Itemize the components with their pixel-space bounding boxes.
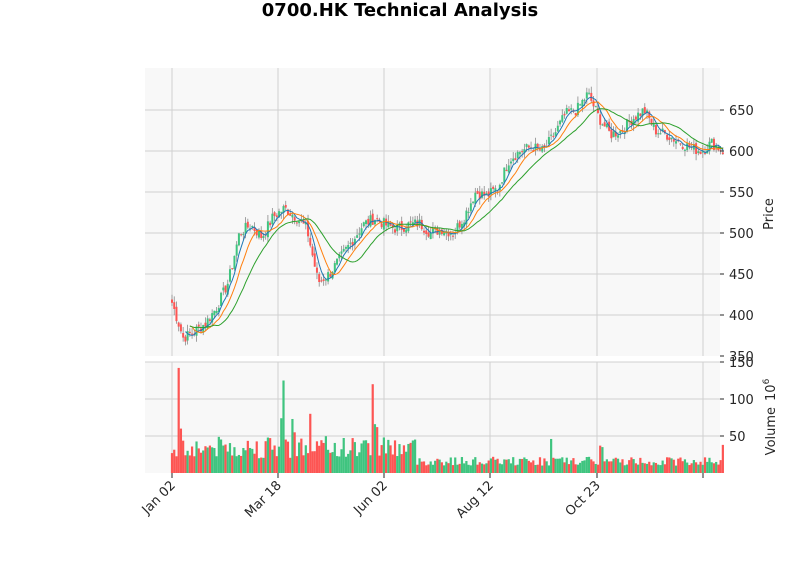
volume-tick: 50 [729, 430, 746, 445]
ma-medium-line [189, 101, 723, 334]
price-tick: 600 [729, 145, 754, 160]
x-tick: Jun 02 [351, 478, 391, 518]
x-tick: Oct 23 [563, 478, 604, 519]
price-tick: 500 [729, 227, 754, 242]
price-tick: 550 [729, 186, 754, 201]
x-tick: Mar 18 [242, 478, 285, 521]
price-axis-label: Price [762, 198, 777, 230]
volume-tick: 100 [729, 393, 754, 408]
volume-bars [170, 367, 724, 473]
volume-tick: 150 [729, 356, 754, 371]
price-tick: 450 [729, 268, 754, 283]
price-panel [145, 68, 720, 356]
volume-panel [145, 362, 720, 473]
chart-title: 0700.HK Technical Analysis [261, 0, 539, 21]
price-tick: 350 [729, 350, 754, 365]
price-tick: 650 [729, 104, 754, 119]
price-tick: 400 [729, 309, 754, 324]
volume-axis-label: Volume106 [762, 378, 779, 455]
moving-averages [185, 96, 724, 336]
x-tick: Aug 12 [454, 478, 497, 521]
ma-long-line [189, 108, 724, 329]
x-tick: Jan 02 [139, 478, 179, 518]
